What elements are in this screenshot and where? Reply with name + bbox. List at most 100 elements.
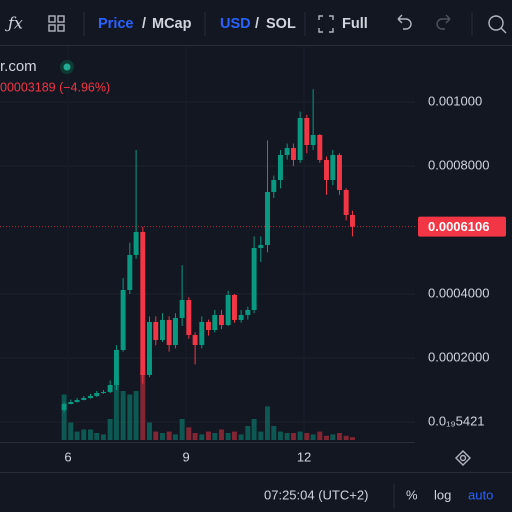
redo-icon[interactable]: [436, 14, 451, 30]
candle-body: [245, 309, 251, 315]
x-tick-label: 6: [64, 449, 71, 464]
volume-bar: [277, 431, 283, 440]
candle-body: [265, 191, 270, 245]
volume-bar: [245, 426, 251, 440]
x-tick-label: 12: [297, 449, 311, 464]
status-dot: [63, 63, 71, 71]
volume-bar: [212, 433, 218, 440]
candle-body: [212, 314, 218, 330]
price-change: 00003189 (−4.96%): [0, 80, 110, 94]
fullscreen-icon[interactable]: [318, 15, 334, 33]
volume-bar: [336, 433, 342, 440]
mcap-toggle[interactable]: MCap: [152, 16, 192, 32]
y-tick-label: 0.0₁₉5421: [428, 413, 485, 428]
volume-bar: [113, 378, 119, 440]
candle-body: [172, 317, 178, 345]
candle-body: [218, 314, 224, 325]
full-button[interactable]: Full: [342, 16, 368, 32]
volume-bar: [68, 422, 74, 440]
indicators-icon[interactable]: [48, 15, 65, 32]
candle-body: [206, 321, 211, 330]
candle-body: [271, 179, 277, 192]
slash: /: [142, 16, 146, 32]
sol-toggle[interactable]: SOL: [266, 16, 296, 32]
price-toggle[interactable]: Price: [98, 16, 133, 32]
candle-body: [330, 154, 336, 180]
auto-toggle[interactable]: auto: [468, 487, 493, 502]
candle-body: [100, 391, 106, 393]
candle-body: [349, 214, 355, 227]
volume-bar: [251, 419, 257, 440]
candle-body: [186, 299, 192, 335]
settings-icon[interactable]: [455, 450, 471, 466]
candle-body: [94, 392, 100, 396]
volume-bar: [127, 394, 133, 440]
candle-body: [120, 289, 126, 350]
candle-body: [127, 254, 133, 290]
volume-bar: [271, 426, 277, 440]
volume-bar: [153, 431, 159, 440]
last-price-box: [418, 216, 506, 237]
volume-bar: [186, 427, 192, 440]
volume-bar: [147, 422, 152, 440]
percent-toggle[interactable]: %: [406, 487, 418, 502]
last-price-label: 0.0006106: [428, 219, 489, 234]
candle-body: [310, 134, 316, 146]
volume-bar: [330, 434, 336, 440]
candle-body: [147, 321, 152, 375]
candle-body: [304, 117, 310, 146]
slash: /: [255, 16, 259, 32]
candle-body: [81, 397, 87, 400]
candle-body: [336, 154, 342, 190]
volume-bar: [61, 394, 67, 440]
clock: 07:25:04 (UTC+2): [264, 487, 368, 502]
candle-body: [199, 321, 205, 345]
volume-bar: [133, 391, 139, 440]
y-tick-label: 0.0002000: [428, 349, 489, 364]
volume-bar: [179, 419, 185, 440]
volume-bar: [343, 435, 349, 440]
volume-bar: [225, 433, 231, 440]
candle-body: [153, 321, 159, 340]
volume-bar: [297, 431, 303, 440]
volume-bar: [231, 431, 237, 440]
log-toggle[interactable]: log: [434, 487, 451, 502]
candle-body: [87, 395, 93, 398]
candle-body: [284, 147, 290, 155]
fx-icon[interactable]: ƒx: [5, 14, 23, 33]
candle-body: [192, 334, 198, 345]
candle-body: [238, 314, 244, 320]
plot-area: 0.001000 0.0008000 0.0004000 0.0002000 0.0₁₉…: [0, 46, 506, 464]
volume-bar: [107, 419, 113, 440]
volume-bar: [166, 431, 172, 440]
candle-body: [290, 147, 296, 160]
snapshot-icon[interactable]: [488, 15, 507, 34]
volume-bar: [94, 433, 100, 440]
volume-bar: [74, 431, 80, 440]
y-tick-label: 0.001000: [428, 93, 482, 108]
candle-body: [317, 134, 323, 160]
status-bar: 07:25:04 (UTC+2) % log auto: [264, 484, 493, 508]
volume-bar: [324, 435, 329, 440]
candle-body: [159, 319, 165, 340]
undo-icon[interactable]: [397, 14, 412, 30]
volume-bar: [258, 431, 264, 440]
candle-body: [251, 247, 257, 310]
volume-bar: [317, 431, 323, 440]
x-tick-label: 9: [182, 449, 189, 464]
candle-body: [107, 384, 113, 392]
usd-toggle[interactable]: USD: [220, 16, 251, 32]
volume-bar: [310, 434, 316, 440]
volume-bar: [199, 434, 205, 440]
volume-bar: [349, 437, 355, 440]
volume-bar: [206, 431, 211, 440]
legend: r.com 00003189 (−4.96%): [0, 58, 110, 94]
y-tick-label: 0.0004000: [428, 285, 489, 300]
volume-bar: [290, 433, 296, 440]
candle-body: [113, 349, 119, 385]
candle-body: [231, 294, 237, 320]
candle-body: [258, 244, 264, 248]
volume-bar: [304, 433, 310, 440]
toolbar: ƒx Price / MCap USD / SOL Full: [5, 12, 507, 36]
volume-bar: [172, 434, 178, 440]
